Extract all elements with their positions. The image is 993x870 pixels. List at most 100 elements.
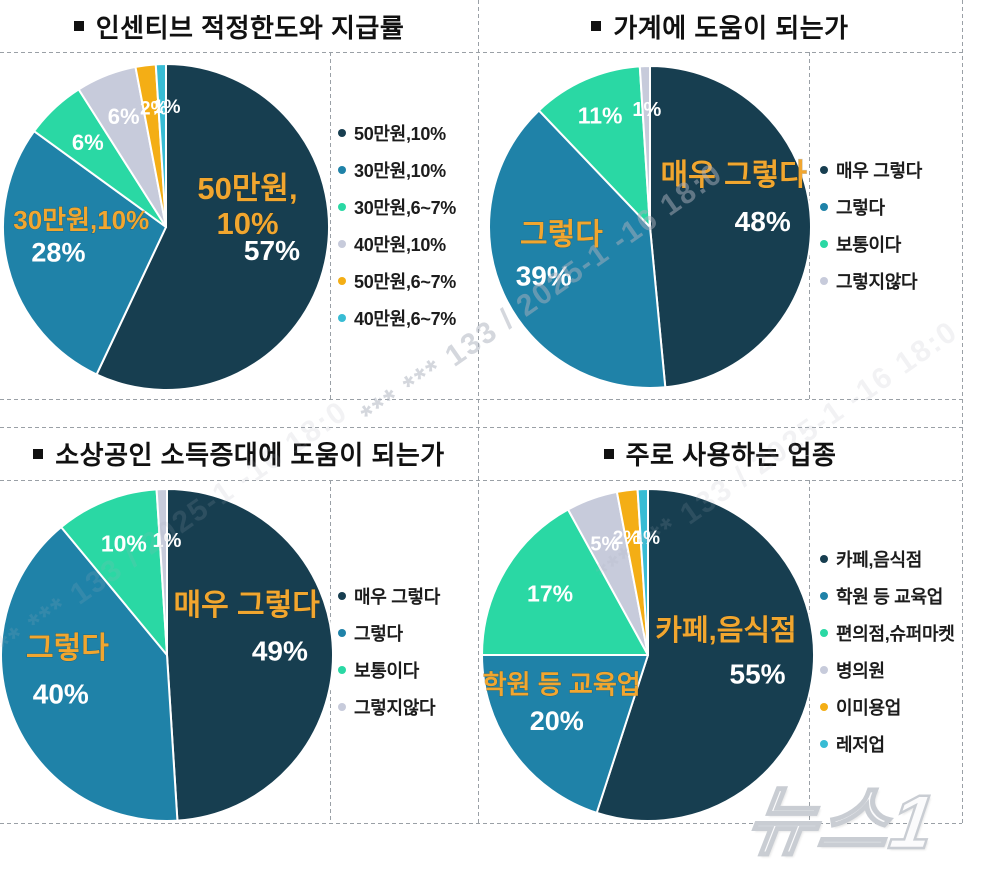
legend-item: 그렇지않다	[820, 268, 962, 294]
legend-item: 이미용업	[820, 694, 962, 720]
slice-name-label: 매우 그렇다	[661, 159, 808, 192]
legend-item: 50만원,10%	[338, 120, 478, 146]
slice-percent-label: 2%	[613, 528, 641, 549]
slice-percent-label: 55%	[730, 659, 786, 690]
legend-bullet-icon	[820, 629, 828, 637]
grid-line-bottom-row2	[0, 823, 962, 824]
legend-bullet-icon	[820, 740, 828, 748]
pie-slice	[60, 488, 168, 656]
legend-incentive: 50만원,10% 30만원,10% 30만원,6~7% 40만원,10% 50만원,6~…	[338, 52, 478, 399]
pie-slice	[2, 130, 167, 376]
slice-percent-label: 6%	[72, 130, 104, 155]
pie-slice	[636, 488, 649, 656]
slice-percent-label: 10%	[101, 531, 147, 557]
legend-item: 30만원,10%	[338, 157, 478, 183]
slice-percent-label: 57%	[244, 235, 300, 266]
grid-line-above-titles-row2	[0, 427, 962, 428]
pie-slice	[154, 63, 168, 228]
legend-item: 50만원,6~7%	[338, 268, 478, 294]
legend-label: 그렇다	[354, 624, 403, 644]
legend-bullet-icon	[820, 240, 828, 248]
square-bullet-icon	[73, 21, 84, 31]
legend-label: 카페,음식점	[836, 550, 923, 570]
legend-item: 카페,음식점	[820, 546, 962, 572]
legend-bullet-icon	[338, 129, 346, 137]
legend-item: 보통이다	[820, 231, 962, 257]
grid-line-under-titles-row1	[0, 52, 962, 53]
slice-percent-label: 17%	[527, 580, 573, 606]
legend-bullet-icon	[338, 703, 346, 711]
pie-slice	[155, 488, 168, 656]
slice-name-label: 50만원, 10%	[197, 171, 297, 241]
legend-bullet-icon	[338, 629, 346, 637]
slice-percent-label: 5%	[590, 534, 619, 556]
legend-label: 그렇지않다	[354, 698, 436, 718]
pie-slice	[537, 65, 651, 228]
pie-slice	[638, 65, 651, 228]
square-bullet-icon	[603, 448, 614, 459]
pie-chart-business-types: 카페,음식점 55% 학원 등 교육업 20% 17% 5%2%1%	[481, 488, 815, 822]
legend-item: 그렇다	[338, 620, 478, 646]
legend-item: 병의원	[820, 657, 962, 683]
slice-percent-label: 1%	[153, 530, 182, 552]
slice-percent-label: 1%	[153, 97, 181, 118]
grid-line-under-titles-row2	[0, 480, 962, 481]
legend-item: 보통이다	[338, 657, 478, 683]
grid-line-bottom-row1	[0, 399, 962, 400]
legend-bullet-icon	[820, 277, 828, 285]
legend-label: 30만원,10%	[354, 161, 446, 181]
grid-line-legend-divider-left-row1	[330, 52, 331, 399]
legend-bullet-icon	[820, 555, 828, 563]
legend-label: 그렇지않다	[836, 272, 918, 292]
slice-percent-label: 11%	[578, 103, 623, 129]
legend-label: 학원 등 교육업	[836, 587, 943, 607]
legend-bullet-icon	[820, 166, 828, 174]
legend-label: 보통이다	[354, 661, 420, 681]
pie-chart-household-help: 매우 그렇다 48% 그렇다 39% 11% 1%	[488, 65, 812, 389]
chart1-title: 인센티브 적정한도와 지급률	[0, 0, 478, 52]
pie-slice	[166, 488, 334, 822]
chart2-title-text: 가계에 도움이 되는가	[613, 12, 849, 43]
legend-bullet-icon	[820, 592, 828, 600]
slice-name-label: 학원 등 교육업	[483, 669, 641, 699]
slice-percent-label: 2%	[140, 99, 168, 120]
slice-percent-label: 48%	[735, 206, 791, 237]
chart4-title-text: 주로 사용하는 업종	[625, 440, 837, 470]
slice-percent-label: 39%	[516, 261, 572, 292]
slice-name-label: 그렇다	[520, 219, 603, 252]
slice-percent-label: 49%	[252, 636, 308, 667]
legend-bullet-icon	[338, 166, 346, 174]
legend-item: 40만원,10%	[338, 231, 478, 257]
pie-slice	[481, 654, 649, 814]
legend-item: 편의점,슈퍼마켓	[820, 620, 962, 646]
legend-item: 그렇지않다	[338, 694, 478, 720]
legend-label: 50만원,6~7%	[354, 272, 456, 292]
slice-percent-label: 1%	[633, 528, 661, 549]
slice-name-label: 30만원,10%	[13, 205, 149, 235]
legend-item: 매우 그렇다	[338, 583, 478, 609]
pie-slice	[0, 526, 179, 822]
legend-bullet-icon	[338, 277, 346, 285]
legend-item: 레저업	[820, 731, 962, 757]
slice-name-label: 그렇다	[26, 632, 109, 665]
pie-slice	[488, 109, 667, 389]
pie-chart-small-business-help: 매우 그렇다 49% 그렇다 40% 10% 1%	[0, 488, 334, 822]
legend-item: 30만원,6~7%	[338, 194, 478, 220]
legend-label: 레저업	[836, 735, 885, 755]
legend-label: 40만원,6~7%	[354, 309, 456, 329]
slice-percent-label: 6%	[108, 104, 140, 129]
square-bullet-icon	[591, 21, 602, 31]
pie-chart-incentive: 50만원, 10%57%30만원,10%28%6%6% 2%1%	[2, 63, 330, 391]
slice-percent-label: 40%	[33, 679, 89, 710]
chart2-title: 가계에 도움이 되는가	[478, 0, 962, 52]
grid-line-center-divider	[478, 0, 479, 823]
legend-label: 보통이다	[836, 235, 902, 255]
slice-percent-label: 28%	[31, 238, 85, 268]
pie-slice	[649, 65, 812, 389]
legend-label: 매우 그렇다	[354, 587, 441, 607]
square-bullet-icon	[33, 448, 44, 459]
slice-name-label: 매우 그렇다	[174, 589, 321, 622]
